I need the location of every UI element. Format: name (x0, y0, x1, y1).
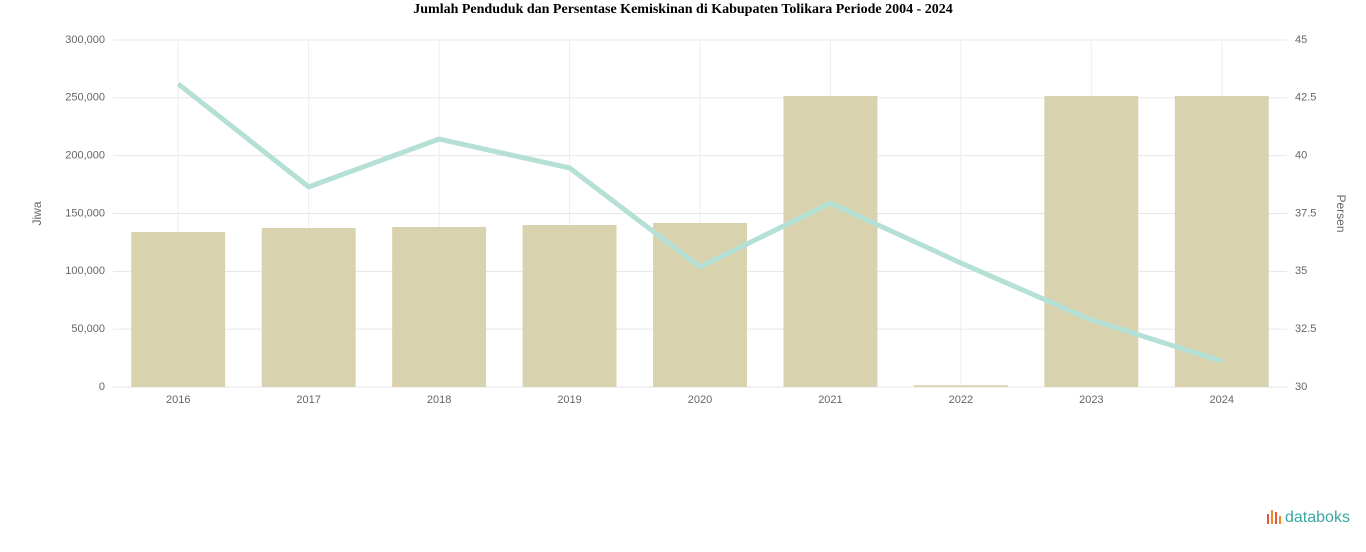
y-tick-label: 250,000 (65, 92, 105, 104)
x-tick-label: 2024 (1210, 394, 1234, 406)
logo-icon (1275, 512, 1277, 524)
y2-tick-label: 30 (1295, 381, 1307, 393)
y2-tick-label: 35 (1295, 265, 1307, 277)
y2-axis-title: Persen (1334, 194, 1348, 232)
logo-icon (1279, 516, 1281, 524)
bar (261, 227, 356, 387)
y-tick-label: 0 (99, 381, 105, 393)
x-tick-label: 2021 (818, 394, 842, 406)
y-tick-label: 50,000 (71, 323, 105, 335)
x-tick-label: 2022 (949, 394, 973, 406)
x-tick-label: 2018 (427, 394, 451, 406)
y-tick-label: 150,000 (65, 207, 105, 219)
y-tick-label: 100,000 (65, 265, 105, 277)
chart-title: Jumlah Penduduk dan Persentase Kemiskina… (413, 2, 952, 17)
brand: databoks (1285, 509, 1350, 526)
x-tick-label: 2016 (166, 394, 190, 406)
bar (1174, 95, 1269, 387)
bar (522, 225, 617, 387)
y2-tick-label: 37.5 (1295, 207, 1316, 219)
y2-tick-label: 40 (1295, 150, 1307, 162)
x-tick-label: 2020 (688, 394, 712, 406)
x-tick-label: 2019 (557, 394, 581, 406)
y2-tick-label: 45 (1295, 34, 1307, 46)
logo: databoks (1267, 509, 1350, 526)
logo-icon (1267, 514, 1269, 524)
bar (1044, 95, 1139, 387)
y-tick-label: 200,000 (65, 150, 105, 162)
y-tick-label: 300,000 (65, 34, 105, 46)
x-tick-label: 2023 (1079, 394, 1103, 406)
logo-icon (1271, 510, 1273, 524)
bar (131, 232, 226, 387)
y2-tick-label: 42.5 (1295, 92, 1316, 104)
bar (913, 385, 1008, 387)
y2-tick-label: 32.5 (1295, 323, 1316, 335)
bar (653, 222, 747, 387)
x-tick-label: 2017 (296, 394, 320, 406)
bar (392, 227, 487, 387)
line (176, 81, 1223, 364)
bar (783, 95, 878, 387)
y-axis-title: Jiwa (30, 201, 44, 225)
